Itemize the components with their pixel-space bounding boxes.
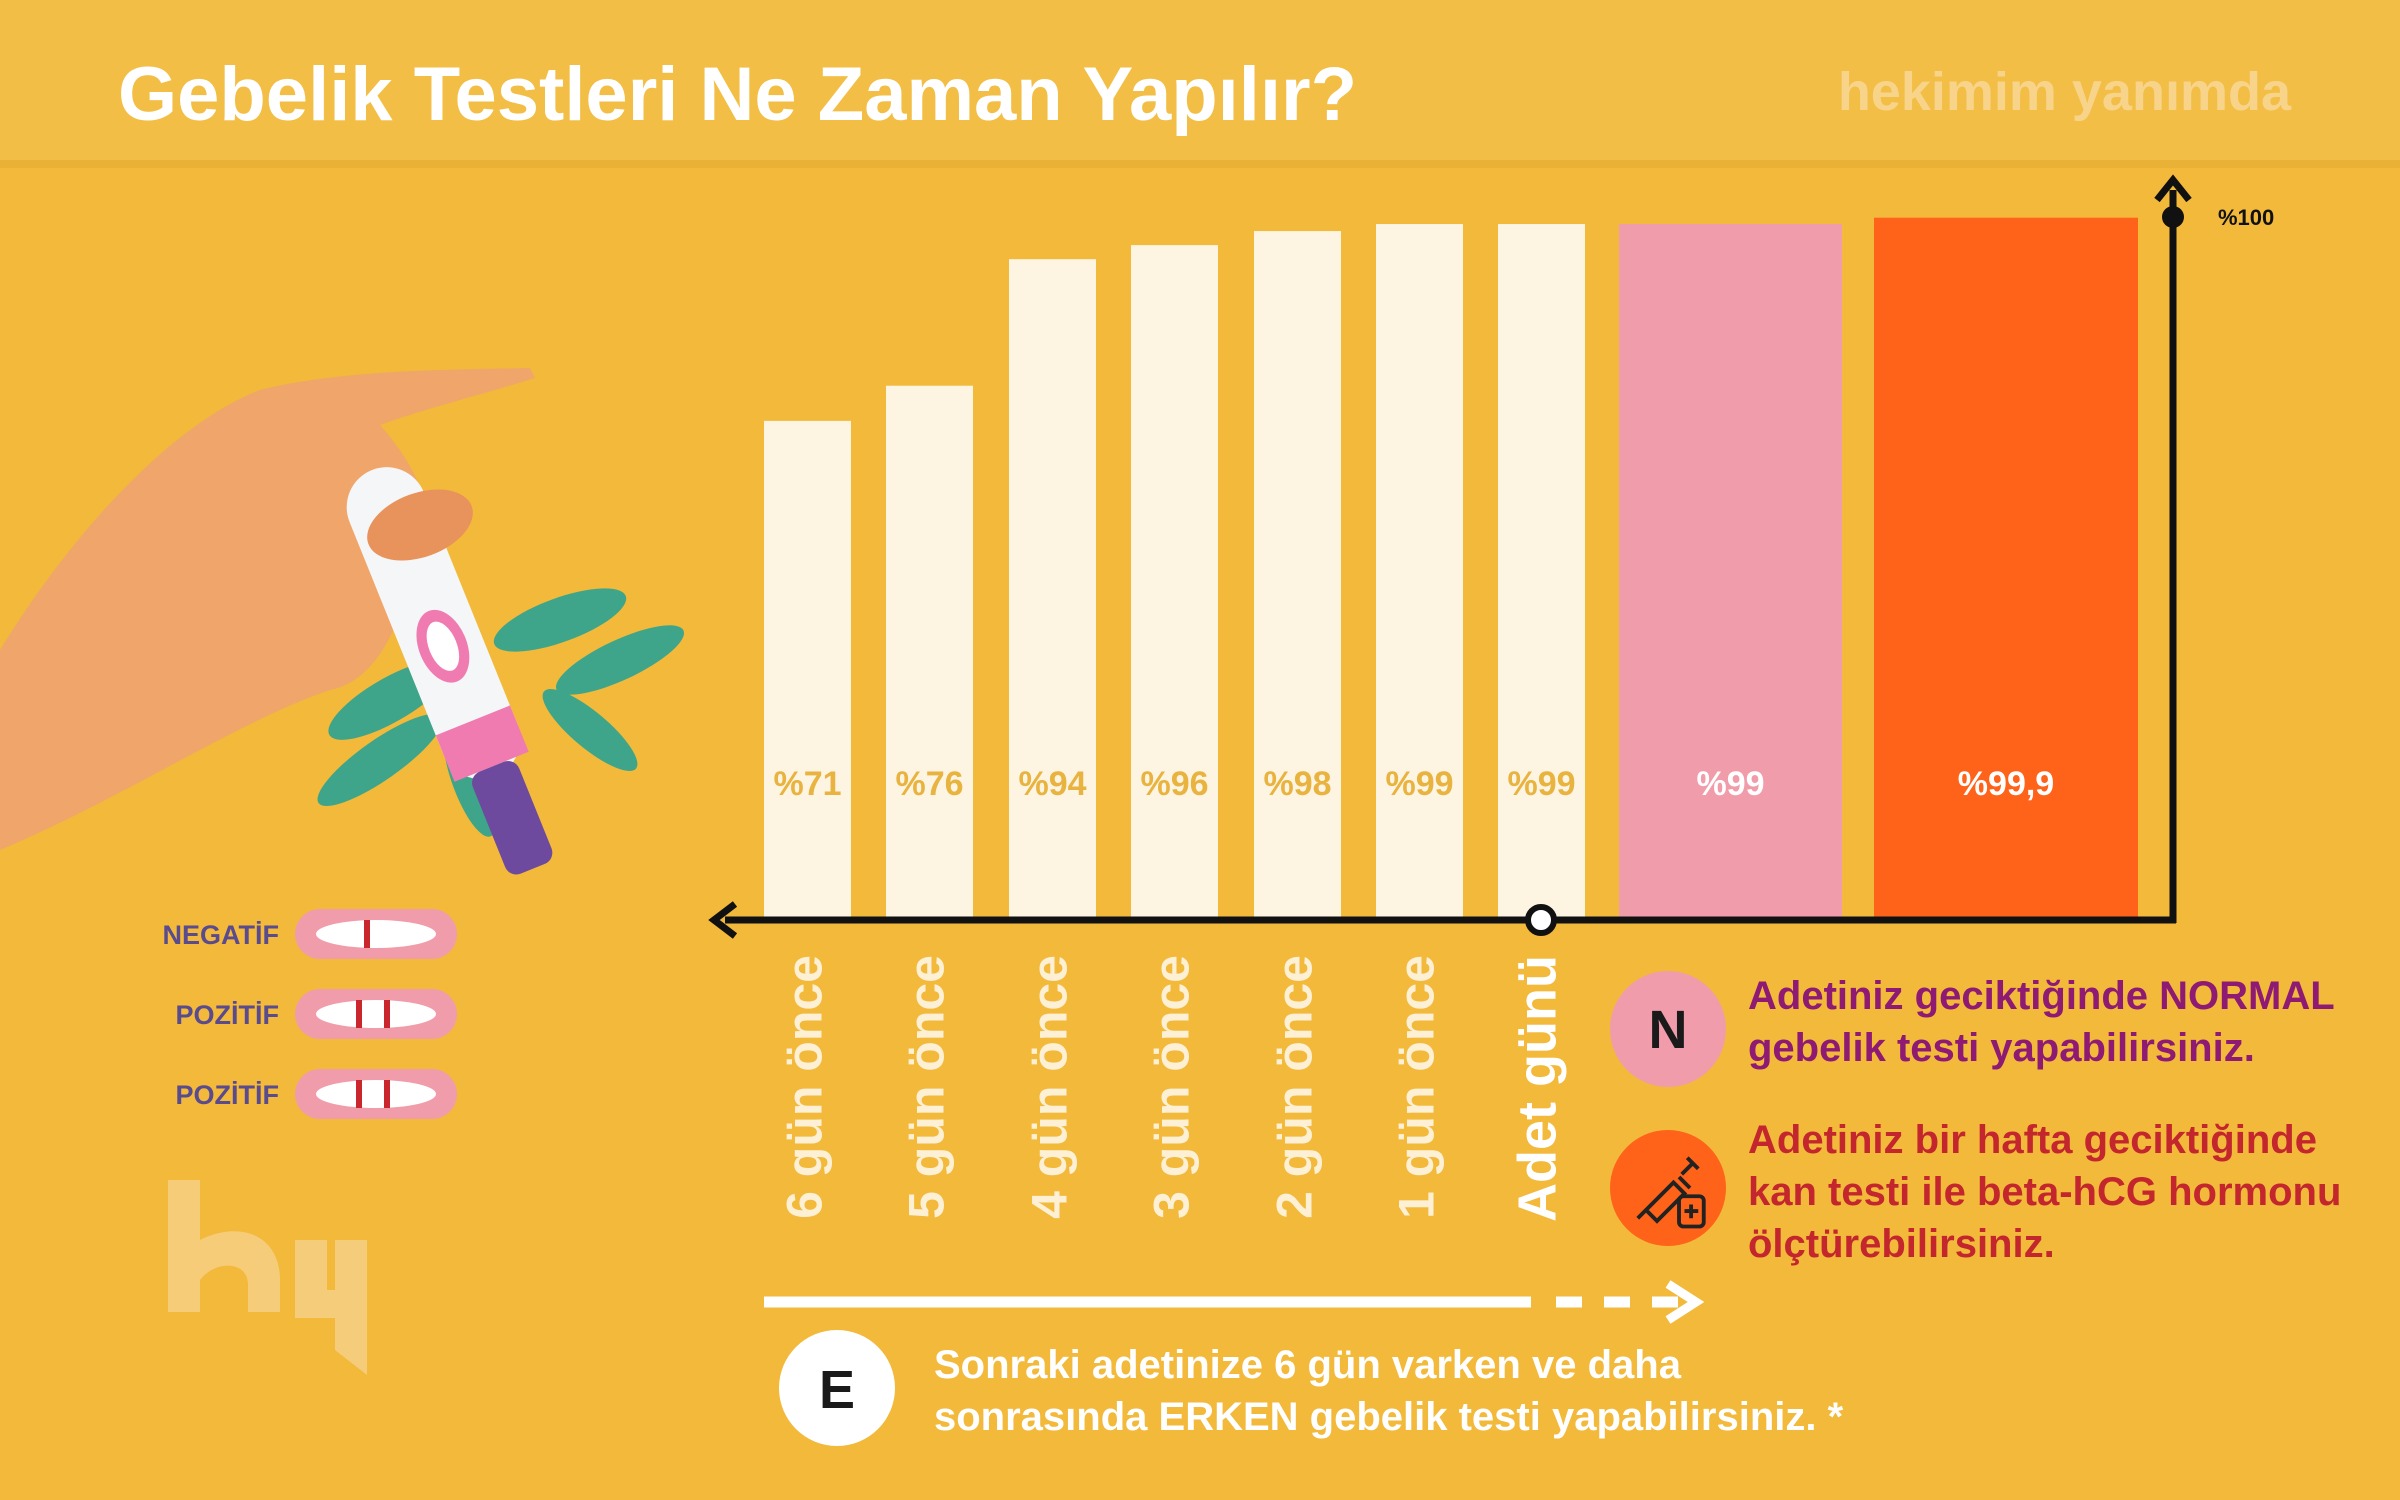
note-text: Adetiniz geciktiğinde NORMAL (1748, 974, 2335, 1018)
value-label: %94 (1018, 765, 1086, 803)
x-axis-arrow (708, 901, 738, 939)
value-label: %71 (773, 765, 841, 803)
note-badge (1610, 971, 1726, 1087)
early-arrow (764, 1280, 1705, 1324)
notes: Adetiniz geciktiğinde NORMAL gebelik test… (934, 974, 2341, 1439)
period-day-marker (1525, 904, 1557, 936)
x-tick-label: 5 gün önce (899, 955, 955, 1219)
y-tick-label: %100 (2218, 205, 2274, 230)
bar (1619, 224, 1842, 920)
strip-label: POZİTİF (176, 1000, 280, 1030)
strip-line (356, 1080, 362, 1108)
x-tick-label: 4 gün önce (1022, 955, 1078, 1219)
note-text: gebelik testi yapabilirsiniz. (1748, 1026, 2255, 1070)
note-text: sonrasında ERKEN gebelik testi yapabilir… (934, 1395, 1844, 1439)
value-label: %99 (1385, 765, 1453, 803)
bar (1874, 217, 2138, 920)
value-label: %99,9 (1958, 765, 2054, 803)
hand-illustration (0, 368, 685, 875)
note-badge (779, 1330, 895, 1446)
note-text: ölçtürebilirsiniz. (1748, 1222, 2055, 1266)
strip-line (384, 1080, 390, 1108)
test-strips: NEGATİF POZİTİF POZİTİF (163, 909, 457, 1119)
bar (886, 385, 973, 921)
bar (1009, 259, 1096, 920)
x-tick-label: 2 gün önce (1267, 955, 1323, 1219)
strip-label: NEGATİF (163, 920, 280, 950)
x-tick-label: 6 gün önce (777, 955, 833, 1219)
strip-label: POZİTİF (176, 1080, 280, 1110)
note-badge-letter: E (819, 1360, 855, 1420)
x-tick-label: 3 gün önce (1144, 955, 1200, 1219)
title: Gebelik Testleri Ne Zaman Yapılır? (118, 52, 1357, 137)
y-tick-dot (2162, 206, 2184, 228)
note-text: Sonraki adetinize 6 gün varken ve daha (934, 1343, 1682, 1387)
chart: %71 6 gün önce %76 5 gün önce %94 4 gün önce%… (708, 174, 2274, 1222)
logo (168, 1180, 367, 1375)
note-text: kan testi ile beta-hCG hormonu (1748, 1170, 2341, 1214)
value-label: %76 (895, 765, 963, 803)
value-label: %99 (1696, 765, 1764, 803)
x-tick-label: Adet günü (1508, 955, 1568, 1222)
y-axis-arrow (2154, 174, 2192, 203)
header-band (0, 0, 2400, 160)
value-label: %99 (1507, 765, 1575, 803)
strip-line (356, 1000, 362, 1028)
bar (1131, 245, 1218, 920)
value-label: %98 (1263, 765, 1331, 803)
header-shadow (0, 160, 2400, 168)
note-text: Adetiniz bir hafta geciktiğinde (1748, 1118, 2317, 1162)
bar (1254, 231, 1341, 920)
value-label: %96 (1140, 765, 1208, 803)
x-tick-label: 1 gün önce (1389, 955, 1445, 1219)
strip-window (316, 1080, 436, 1108)
strip-line (364, 920, 370, 948)
strip-window (316, 920, 436, 948)
bar (1498, 224, 1585, 920)
brand: hekimim yanımda (1838, 62, 2292, 122)
bar (1376, 224, 1463, 920)
note-badge-letter: N (1649, 1000, 1688, 1060)
syringe-icon (1636, 1156, 1706, 1229)
strip-line (384, 1000, 390, 1028)
bar (764, 420, 851, 920)
strip-window (316, 1000, 436, 1028)
